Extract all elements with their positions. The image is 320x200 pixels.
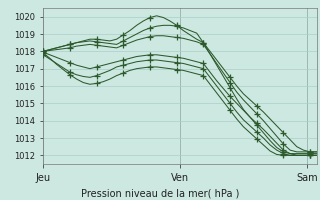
Text: Pression niveau de la mer( hPa ): Pression niveau de la mer( hPa ) bbox=[81, 188, 239, 198]
